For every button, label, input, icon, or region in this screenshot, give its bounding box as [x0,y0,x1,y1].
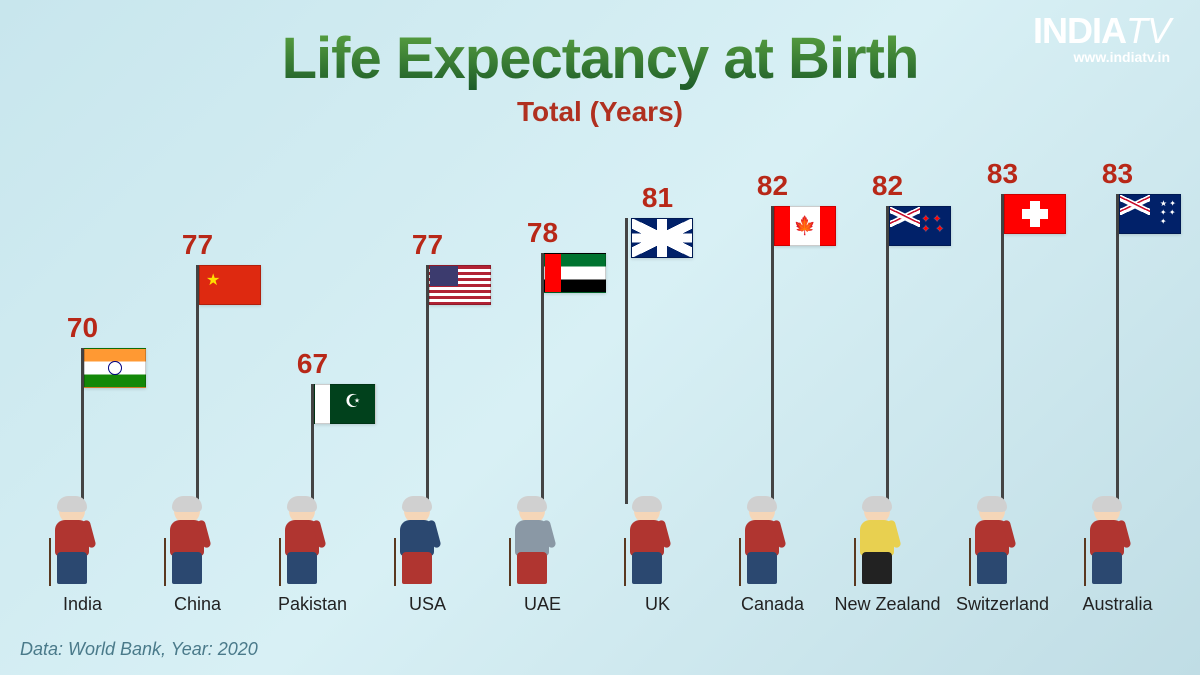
flag-icon [774,206,836,246]
flag-pole [196,265,199,504]
legs [402,552,432,584]
chart-area: 70 India 77 China 67 Pakistan 77 USA 78 UAE 81 UK 82… [0,158,1200,615]
cane [739,538,741,586]
person-icon [1082,498,1132,586]
flag-icon [889,206,951,246]
person-icon [622,498,672,586]
legs [287,552,317,584]
cane [969,538,971,586]
person-icon [392,498,442,586]
value-label: 78 [527,217,558,249]
legs [977,552,1007,584]
subtitle: Total (Years) [0,96,1200,128]
country-label: Canada [741,594,804,615]
value-label: 77 [412,229,443,261]
cane [164,538,166,586]
country-column: 77 China [145,229,250,615]
country-label: China [174,594,221,615]
cane [394,538,396,586]
country-column: 81 UK [605,182,710,615]
value-label: 83 [1102,158,1133,190]
flag-pole [771,206,774,504]
logo-url: www.indiatv.in [1033,49,1170,65]
cane [854,538,856,586]
pole [1001,194,1004,504]
flag-icon [429,265,491,305]
person-icon [967,498,1017,586]
country-label: India [63,594,102,615]
flag-pole [311,384,314,504]
legs [1092,552,1122,584]
country-column: 77 USA [375,229,480,615]
logo: INDIATV www.indiatv.in [1033,15,1170,65]
flag-icon [1004,194,1066,234]
country-column: 83 Australia [1065,158,1170,615]
pole [1116,194,1119,504]
country-label: Pakistan [278,594,347,615]
country-label: UK [645,594,670,615]
country-column: 67 Pakistan [260,348,365,615]
flag-icon [631,218,693,258]
cane [279,538,281,586]
logo-suffix: TV [1126,10,1170,51]
flag-icon [1119,194,1181,234]
country-label: New Zealand [834,594,940,615]
person-icon [47,498,97,586]
flag-icon [84,348,146,388]
flag-pole [541,253,544,504]
person-icon [507,498,557,586]
value-label: 67 [297,348,328,380]
country-column: 83 Switzerland [950,158,1055,615]
flag-pole [426,265,429,504]
title-block: Life Expectancy at Birth Total (Years) [0,0,1200,128]
logo-text: INDIA [1033,10,1126,51]
pole [771,206,774,504]
legs [747,552,777,584]
flag-icon [199,265,261,305]
country-label: USA [409,594,446,615]
value-label: 70 [67,312,98,344]
page-title: Life Expectancy at Birth [0,25,1200,92]
flag-pole [625,218,690,504]
country-column: 82 Canada [720,170,825,615]
flag-pole [886,206,889,504]
cane [624,538,626,586]
value-label: 82 [757,170,788,202]
pole [625,218,628,504]
legs [862,552,892,584]
pole [886,206,889,504]
value-label: 77 [182,229,213,261]
cane [49,538,51,586]
value-label: 82 [872,170,903,202]
person-icon [737,498,787,586]
person-icon [852,498,902,586]
cane [509,538,511,586]
legs [57,552,87,584]
flag-pole [1116,194,1119,504]
logo-brand: INDIATV [1033,15,1170,47]
flag-icon [544,253,606,293]
person-icon [162,498,212,586]
value-label: 81 [642,182,673,214]
country-label: UAE [524,594,561,615]
flag-pole [81,348,84,504]
country-label: Australia [1082,594,1152,615]
legs [632,552,662,584]
cane [1084,538,1086,586]
flag-pole [1001,194,1004,504]
legs [172,552,202,584]
person-icon [277,498,327,586]
country-label: Switzerland [956,594,1049,615]
value-label: 83 [987,158,1018,190]
country-column: 70 India [30,312,135,615]
flag-icon [314,384,376,424]
country-column: 78 UAE [490,217,595,615]
country-column: 82 New Zealand [835,170,940,615]
legs [517,552,547,584]
data-source: Data: World Bank, Year: 2020 [20,639,258,660]
